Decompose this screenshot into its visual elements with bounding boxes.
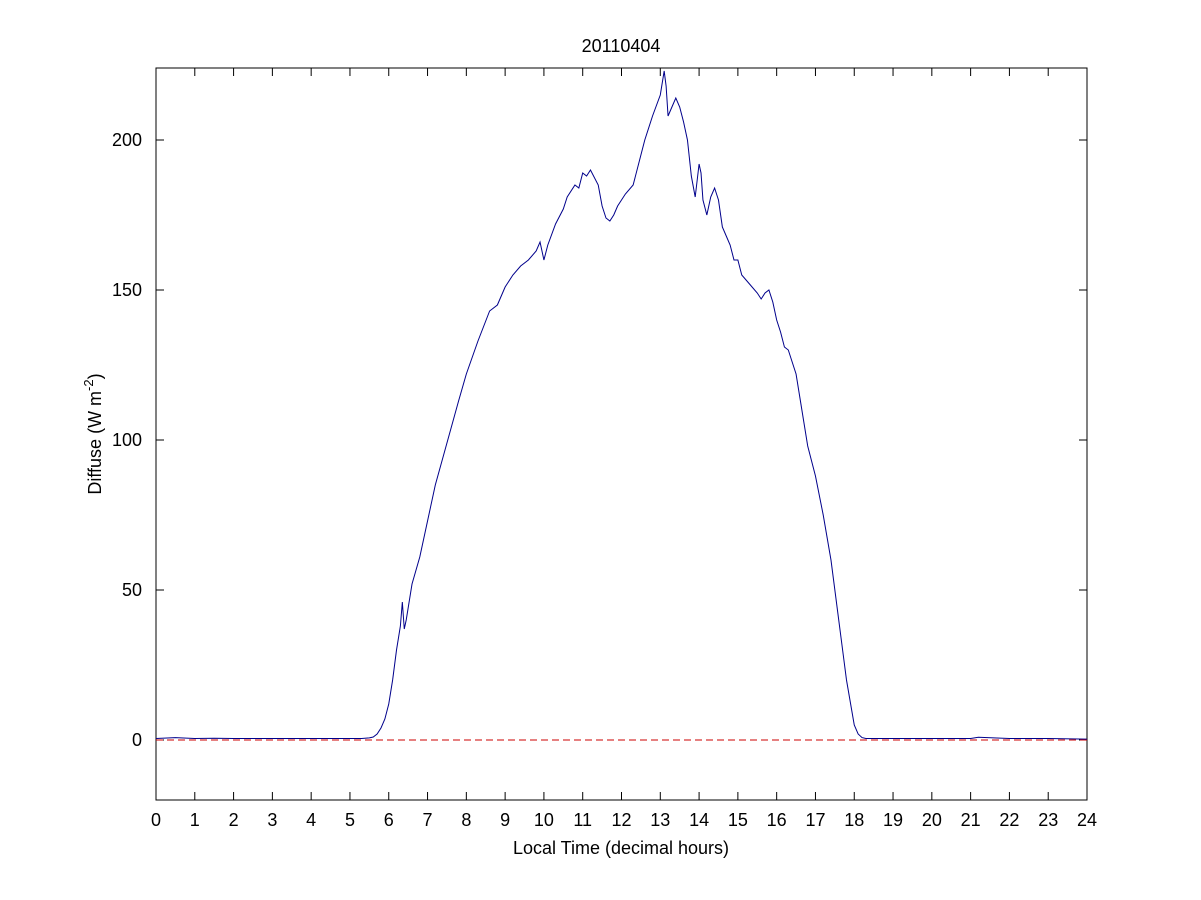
- y-axis-label-main: Diffuse (W m: [85, 391, 105, 495]
- y-tick-label: 0: [132, 730, 142, 750]
- x-tick-label: 3: [267, 810, 277, 830]
- x-tick-label: 18: [844, 810, 864, 830]
- x-tick-label: 17: [805, 810, 825, 830]
- y-tick-label: 150: [112, 280, 142, 300]
- x-tick-label: 5: [345, 810, 355, 830]
- x-tick-label: 2: [229, 810, 239, 830]
- y-axis-label-close: ): [85, 373, 105, 379]
- y-axis-label-superscript: -2: [81, 379, 96, 391]
- x-tick-label: 7: [423, 810, 433, 830]
- x-tick-label: 16: [767, 810, 787, 830]
- x-tick-label: 14: [689, 810, 709, 830]
- y-axis-label: Diffuse (W m-2): [81, 373, 105, 494]
- x-tick-label: 11: [573, 810, 592, 830]
- x-tick-label: 6: [384, 810, 394, 830]
- x-tick-label: 24: [1077, 810, 1097, 830]
- x-tick-label: 23: [1038, 810, 1058, 830]
- x-tick-label: 22: [999, 810, 1019, 830]
- x-tick-label: 4: [306, 810, 316, 830]
- x-tick-label: 9: [500, 810, 510, 830]
- x-tick-label: 1: [190, 810, 200, 830]
- chart-title: 20110404: [582, 36, 661, 56]
- x-tick-label: 19: [883, 810, 903, 830]
- x-tick-label: 20: [922, 810, 942, 830]
- axis-ticks: [155, 68, 1088, 800]
- x-tick-label: 21: [961, 810, 981, 830]
- x-tick-label: 13: [650, 810, 670, 830]
- y-tick-label: 50: [122, 580, 142, 600]
- x-tick-label: 12: [611, 810, 631, 830]
- x-tick-label: 0: [151, 810, 161, 830]
- diffuse-series-line: [155, 70, 1088, 740]
- y-tick-label: 100: [112, 430, 142, 450]
- axis-tick-labels: 0 1 2 3 4 5 6 7 8 9 10 11 12 13 14 15 16 17 18 19 20 21 22 23 24…: [112, 130, 1097, 830]
- x-tick-label: 10: [534, 810, 554, 830]
- plot-frame: [155, 67, 1088, 801]
- x-tick-label: 8: [461, 810, 471, 830]
- x-tick-label: 15: [728, 810, 748, 830]
- x-axis-label: Local Time (decimal hours): [513, 838, 729, 858]
- y-tick-label: 200: [112, 130, 142, 150]
